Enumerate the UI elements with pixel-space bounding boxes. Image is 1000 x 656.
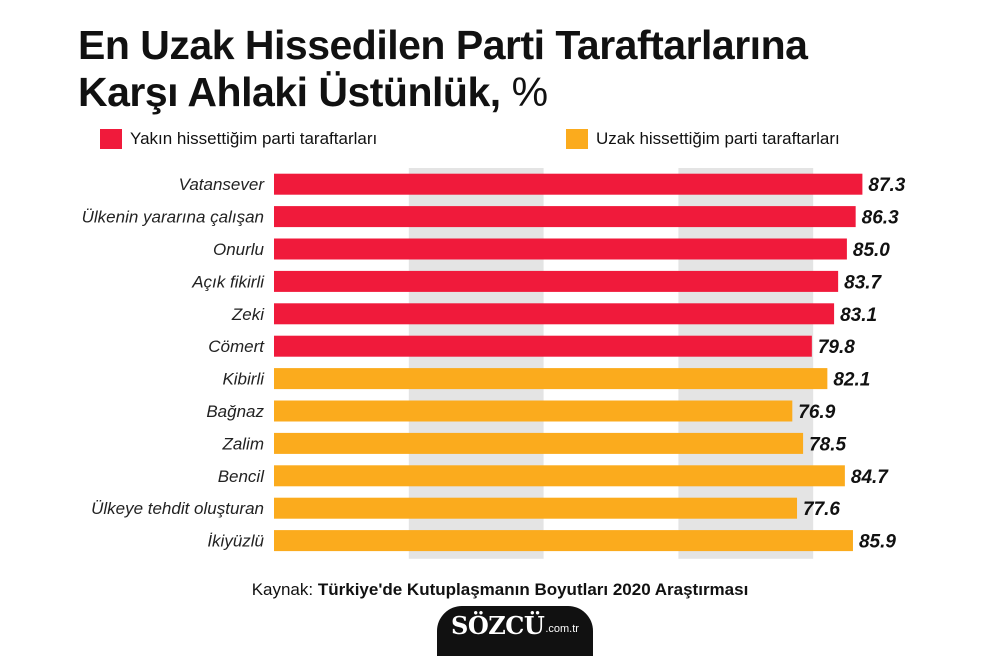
legend-item-near: Yakın hissettiğim parti taraftarları	[100, 128, 377, 150]
chart-title: En Uzak Hissedilen Parti Taraftarlarına …	[78, 22, 978, 116]
bar	[274, 206, 856, 228]
bar	[274, 368, 828, 390]
value-label: 83.1	[840, 305, 877, 326]
category-label: Kibirli	[222, 370, 265, 389]
value-label: 85.0	[853, 240, 890, 261]
category-label: Açık fikirli	[191, 272, 265, 291]
bar	[274, 465, 845, 487]
bar	[274, 238, 847, 260]
category-label: Vatansever	[179, 175, 266, 194]
category-label: Zeki	[231, 305, 265, 324]
bar	[274, 530, 853, 552]
legend-swatch-near	[100, 129, 122, 149]
sozcu-logo: SÖZCÜ .com.tr	[437, 606, 593, 656]
category-label: Ülkeye tehdit oluşturan	[91, 499, 264, 518]
title-line-2: Karşı Ahlaki Üstünlük,	[78, 69, 501, 115]
category-label: Onurlu	[213, 240, 265, 259]
value-label: 77.6	[803, 499, 840, 520]
source-text: Türkiye'de Kutuplaşmanın Boyutları 2020 …	[317, 580, 749, 599]
legend-swatch-far	[566, 129, 588, 149]
bar	[274, 432, 804, 454]
category-label: Bencil	[218, 467, 266, 486]
title-unit: %	[511, 69, 548, 115]
value-label: 87.3	[868, 175, 905, 196]
legend-item-far: Uzak hissettiğim parti taraftarları	[566, 128, 840, 150]
category-label: İkiyüzlü	[207, 532, 264, 551]
logo-main: SÖZCÜ	[451, 611, 545, 640]
value-label: 79.8	[818, 337, 855, 358]
source-prefix: Kaynak:	[251, 580, 314, 599]
bar-chart: Vatansever 87.3 Ülkenin yararına çalışan 86…	[82, 168, 906, 559]
bar	[274, 400, 793, 422]
category-label: Ülkenin yararına çalışan	[82, 208, 264, 227]
legend-label-near: Yakın hissettiğim parti taraftarları	[130, 129, 378, 148]
grid-band	[678, 168, 814, 559]
value-label: 84.7	[851, 467, 889, 488]
bar	[274, 173, 863, 195]
bar	[274, 270, 839, 292]
category-label: Bağnaz	[206, 402, 264, 421]
value-label: 76.9	[798, 402, 835, 423]
bar	[274, 335, 812, 357]
bar	[274, 303, 835, 325]
category-label: Cömert	[208, 337, 265, 356]
value-label: 78.5	[809, 434, 846, 455]
category-label: Zalim	[221, 434, 264, 453]
value-label: 85.9	[859, 532, 896, 553]
source-note: Kaynak: Türkiye'de Kutuplaşmanın Boyutla…	[0, 580, 1000, 600]
bar	[274, 497, 798, 519]
logo-sub: .com.tr	[545, 623, 579, 635]
value-label: 86.3	[862, 208, 899, 229]
legend-label-far: Uzak hissettiğim parti taraftarları	[596, 129, 840, 148]
value-label: 82.1	[833, 370, 870, 391]
grid-band	[408, 168, 544, 559]
value-label: 83.7	[844, 272, 882, 293]
title-line-1: En Uzak Hissedilen Parti Taraftarlarına	[78, 22, 808, 68]
